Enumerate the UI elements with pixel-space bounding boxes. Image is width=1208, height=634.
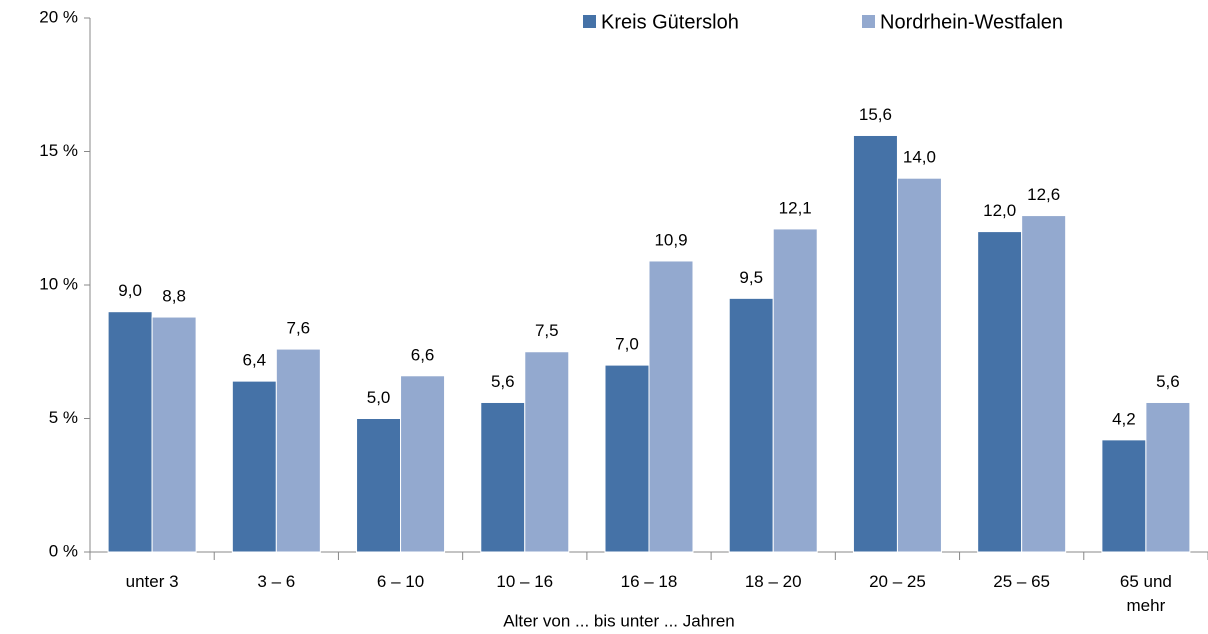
- value-label: 12,1: [779, 198, 812, 217]
- value-label: 4,2: [1112, 409, 1136, 428]
- bar: [896, 177, 942, 553]
- bar: [1145, 401, 1191, 553]
- value-label: 10,9: [654, 230, 687, 249]
- x-axis-title: Alter von ... bis unter ... Jahren: [503, 611, 735, 630]
- bar: [852, 134, 898, 553]
- bar: [151, 316, 197, 553]
- x-tick-label: unter 3: [125, 572, 179, 591]
- y-tick-label: 15 %: [39, 141, 78, 160]
- bar: [356, 418, 402, 553]
- value-label: 5,6: [491, 372, 515, 391]
- bar: [400, 375, 446, 553]
- y-tick-label: 5 %: [49, 408, 78, 427]
- value-label: 9,5: [739, 268, 763, 287]
- value-label: 14,0: [903, 148, 936, 167]
- value-label: 9,0: [118, 281, 142, 300]
- x-tick-label: 18 – 20: [744, 572, 802, 591]
- value-label: 8,8: [162, 287, 186, 306]
- value-label: 6,6: [411, 345, 435, 364]
- bar: [648, 260, 694, 553]
- x-tick-label: 25 – 65: [993, 572, 1051, 591]
- value-label: 15,6: [859, 105, 892, 124]
- bar: [480, 401, 526, 553]
- bar: [524, 351, 570, 553]
- value-label: 6,4: [243, 351, 267, 370]
- x-tick-label: 65 und mehr: [1119, 572, 1172, 615]
- value-label: 5,0: [367, 388, 391, 407]
- legend-swatch: [862, 15, 875, 28]
- bar: [275, 348, 321, 553]
- x-tick-label: 3 – 6: [257, 572, 296, 591]
- legend-label: Kreis Gütersloh: [601, 11, 739, 33]
- bar: [604, 364, 650, 553]
- bar: [1101, 439, 1147, 553]
- bar: [231, 380, 277, 553]
- bar: [728, 297, 774, 553]
- y-tick-label: 20 %: [39, 7, 78, 26]
- bar: [977, 231, 1023, 553]
- bar: [1021, 215, 1067, 553]
- x-tick-label: 10 – 16: [496, 572, 554, 591]
- bar: [107, 311, 153, 553]
- legend-swatch: [583, 15, 596, 28]
- value-label: 5,6: [1156, 372, 1180, 391]
- value-label: 12,6: [1027, 185, 1060, 204]
- bar: [772, 228, 818, 553]
- value-label: 7,0: [615, 335, 639, 354]
- legend-label: Nordrhein-Westfalen: [880, 11, 1063, 33]
- y-tick-label: 10 %: [39, 274, 78, 293]
- x-tick-label: 20 – 25: [869, 572, 926, 591]
- value-label: 7,5: [535, 321, 559, 340]
- x-tick-label: 16 – 18: [620, 572, 678, 591]
- value-label: 12,0: [983, 201, 1016, 220]
- x-tick-label: 6 – 10: [376, 572, 425, 591]
- value-label: 7,6: [287, 319, 311, 338]
- y-tick-label: 0 %: [49, 541, 78, 560]
